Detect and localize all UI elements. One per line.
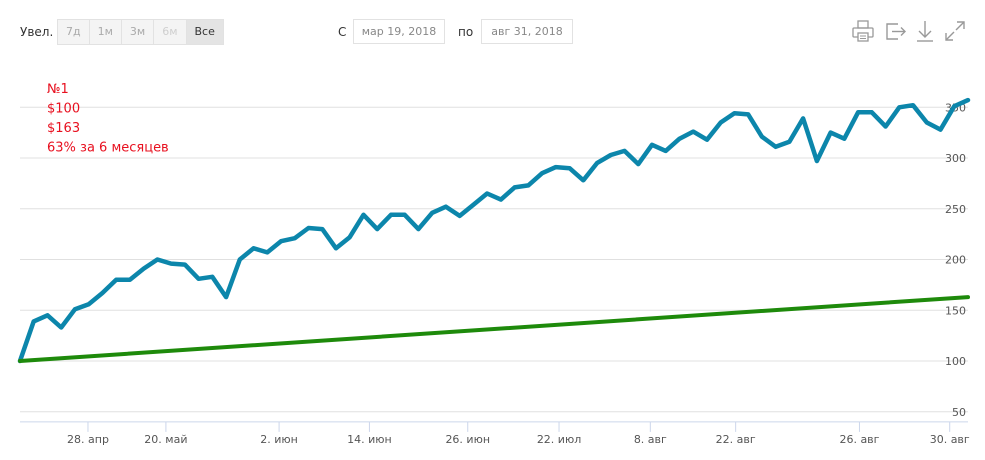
export-icon[interactable] (883, 18, 909, 44)
x-tick-label: 30. авг (930, 433, 970, 446)
y-tick-label: 200 (945, 254, 966, 267)
annotation-line: 63% за 6 месяцев (47, 141, 169, 156)
zoom-button-group: 7д 1м 3м 6м Все (57, 19, 224, 45)
download-icon[interactable] (912, 18, 938, 44)
x-tick-label: 28. апр (67, 433, 109, 446)
y-tick-label: 300 (945, 152, 966, 165)
y-tick-label: 100 (945, 355, 966, 368)
series-line-green (18, 295, 970, 363)
fullscreen-icon[interactable] (942, 18, 968, 44)
series-line-blue (17, 97, 971, 364)
x-tick-label: 26. июн (445, 433, 490, 446)
x-tick-label: 20. май (144, 433, 187, 446)
y-tick-label: 150 (945, 304, 966, 317)
zoom-all-button[interactable]: Все (185, 19, 224, 45)
y-tick-label: 50 (952, 406, 966, 419)
date-to-label: по (458, 25, 474, 39)
zoom-label: Увел. (20, 25, 54, 39)
x-tick-label: 8. авг (634, 433, 667, 446)
x-tick-label: 2. июн (260, 433, 298, 446)
y-tick-label: 250 (945, 203, 966, 216)
chart-toolbar: Увел. 7д 1м 3м 6м Все С по (0, 0, 985, 60)
x-tick-label: 14. июн (347, 433, 392, 446)
x-tick-label: 22. авг (716, 433, 756, 446)
date-from-input[interactable] (353, 19, 445, 44)
annotation-line: $163 (47, 121, 80, 136)
zoom-3m-button[interactable]: 3м (120, 19, 155, 45)
x-tick-label: 26. авг (839, 433, 879, 446)
date-from-label: С (338, 25, 347, 39)
x-tick-label: 22. июл (537, 433, 581, 446)
annotation-line: №1 (47, 82, 69, 97)
annotation-line: $100 (47, 102, 80, 117)
print-icon[interactable] (850, 18, 876, 44)
date-to-input[interactable] (481, 19, 573, 44)
